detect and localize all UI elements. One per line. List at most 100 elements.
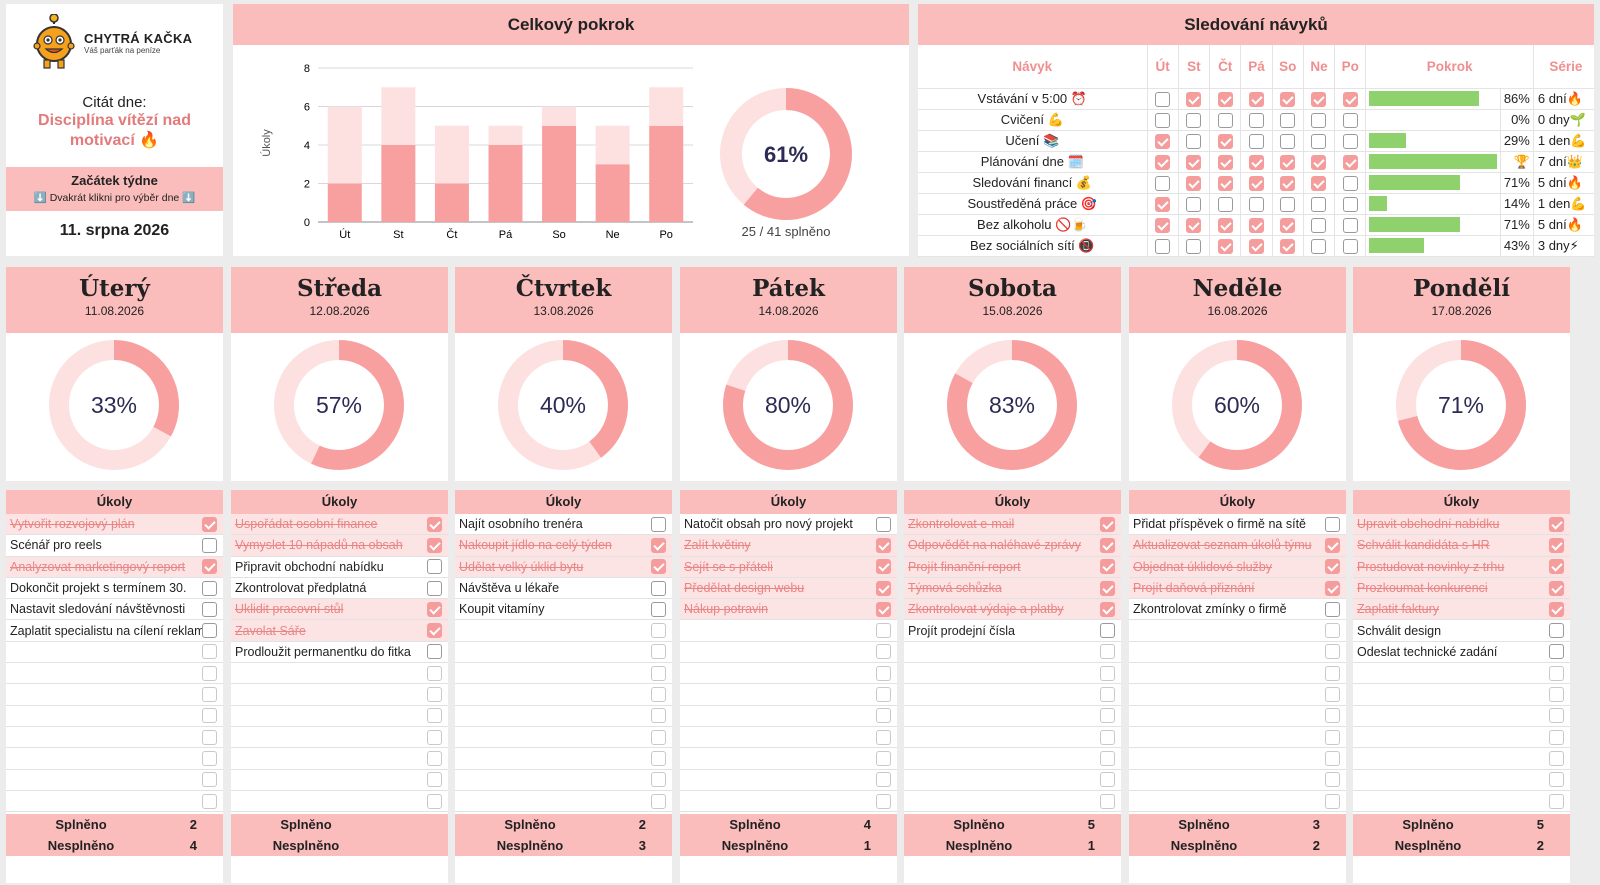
task-row-empty[interactable] xyxy=(904,663,1121,685)
task-row[interactable]: Zkontrolovat předplatná xyxy=(231,578,448,600)
habit-checkbox[interactable] xyxy=(1217,238,1233,254)
week-start-date[interactable]: 11. srpna 2026 xyxy=(59,222,170,239)
task-checkbox[interactable] xyxy=(202,516,217,532)
task-text[interactable]: Nastavit sledování návštěvnosti xyxy=(10,602,186,617)
habit-checkbox[interactable] xyxy=(1248,91,1264,107)
task-checkbox[interactable] xyxy=(202,750,217,766)
task-checkbox[interactable] xyxy=(427,580,442,596)
task-checkbox[interactable] xyxy=(651,623,666,639)
habit-checkbox[interactable] xyxy=(1186,112,1202,128)
task-checkbox[interactable] xyxy=(1549,729,1564,745)
task-text[interactable]: Připravit obchodní nabídku xyxy=(235,559,384,574)
task-checkbox[interactable] xyxy=(1100,516,1115,532)
task-row-empty[interactable] xyxy=(1353,791,1570,813)
task-checkbox[interactable] xyxy=(876,708,891,724)
task-row-empty[interactable] xyxy=(455,727,672,749)
task-row-empty[interactable] xyxy=(231,684,448,706)
task-row[interactable]: Zaplatit specialistu na cílení reklamy xyxy=(6,620,223,642)
task-row-empty[interactable] xyxy=(1129,791,1346,813)
task-checkbox[interactable] xyxy=(651,772,666,788)
task-text[interactable]: Zkontrolovat zmínky o firmě xyxy=(1133,602,1287,617)
task-checkbox[interactable] xyxy=(427,623,442,639)
task-checkbox[interactable] xyxy=(651,537,666,553)
task-row[interactable]: Prodloužit permanentku do fitka xyxy=(231,642,448,664)
task-checkbox[interactable] xyxy=(1100,687,1115,703)
task-row[interactable]: Zkontrolovat výdaje a platby xyxy=(904,599,1121,621)
task-row[interactable]: Upravit obchodní nabídku xyxy=(1353,514,1570,536)
task-row-empty[interactable] xyxy=(6,770,223,791)
task-row[interactable]: Projít prodejní čísla xyxy=(904,620,1121,642)
task-row-empty[interactable] xyxy=(6,706,223,727)
task-row-empty[interactable] xyxy=(1129,663,1346,685)
task-row[interactable]: Prozkoumat konkurenci xyxy=(1353,577,1570,600)
task-checkbox[interactable] xyxy=(1549,644,1564,660)
task-checkbox[interactable] xyxy=(1325,559,1340,575)
habit-checkbox[interactable] xyxy=(1186,196,1202,212)
task-checkbox[interactable] xyxy=(427,793,442,809)
task-row[interactable]: Objednat úklidové služby xyxy=(1129,556,1346,578)
task-text[interactable]: Upravit obchodní nabídku xyxy=(1357,517,1500,532)
habit-checkbox[interactable] xyxy=(1155,196,1171,212)
task-row-empty[interactable] xyxy=(231,791,448,813)
task-checkbox[interactable] xyxy=(427,729,442,745)
habit-checkbox[interactable] xyxy=(1311,196,1327,212)
habit-checkbox[interactable] xyxy=(1217,133,1233,149)
task-checkbox[interactable] xyxy=(1100,665,1115,681)
task-text[interactable]: Prodloužit permanentku do fitka xyxy=(235,644,411,659)
task-checkbox[interactable] xyxy=(427,644,442,660)
task-row-empty[interactable] xyxy=(231,727,448,749)
task-text[interactable]: Objednat úklidové služby xyxy=(1133,559,1272,574)
task-checkbox[interactable] xyxy=(1100,644,1115,660)
task-row-empty[interactable] xyxy=(1129,684,1346,706)
habit-checkbox[interactable] xyxy=(1311,238,1327,254)
task-checkbox[interactable] xyxy=(1100,750,1115,766)
habit-checkbox[interactable] xyxy=(1342,238,1358,254)
task-checkbox[interactable] xyxy=(876,580,891,596)
task-row-empty[interactable] xyxy=(680,642,897,664)
task-row[interactable]: Analyzovat marketingový report xyxy=(6,556,223,578)
task-checkbox[interactable] xyxy=(427,601,442,617)
task-row-empty[interactable] xyxy=(1129,727,1346,749)
task-text[interactable]: Nákup potravin xyxy=(684,602,769,617)
task-row-empty[interactable] xyxy=(455,620,672,642)
task-checkbox[interactable] xyxy=(1325,772,1340,788)
task-checkbox[interactable] xyxy=(876,644,891,660)
task-row-empty[interactable] xyxy=(904,727,1121,749)
task-row-empty[interactable] xyxy=(904,642,1121,664)
task-checkbox[interactable] xyxy=(1325,623,1340,639)
task-checkbox[interactable] xyxy=(1100,729,1115,745)
task-row-empty[interactable] xyxy=(680,748,897,770)
task-row[interactable]: Koupit vitamíny xyxy=(455,599,672,621)
task-row-empty[interactable] xyxy=(680,663,897,685)
task-row[interactable]: Schválit kandidáta s HR xyxy=(1353,535,1570,557)
task-checkbox[interactable] xyxy=(1325,793,1340,809)
task-checkbox[interactable] xyxy=(876,750,891,766)
task-checkbox[interactable] xyxy=(202,623,217,639)
habit-checkbox[interactable] xyxy=(1155,91,1171,107)
task-text[interactable]: Schválit design xyxy=(1357,623,1442,638)
task-checkbox[interactable] xyxy=(202,772,217,788)
task-text[interactable]: Aktualizovat seznam úkolů týmu xyxy=(1133,538,1312,553)
task-checkbox[interactable] xyxy=(1325,665,1340,681)
task-row-empty[interactable] xyxy=(904,770,1121,791)
task-checkbox[interactable] xyxy=(1100,623,1115,639)
task-checkbox[interactable] xyxy=(1549,559,1564,575)
task-row[interactable]: Prostudovat novinky z trhu xyxy=(1353,556,1570,578)
task-checkbox[interactable] xyxy=(876,537,891,553)
habit-checkbox[interactable] xyxy=(1155,154,1171,170)
habit-checkbox[interactable] xyxy=(1280,154,1296,170)
habit-checkbox[interactable] xyxy=(1311,154,1327,170)
habit-checkbox[interactable] xyxy=(1248,196,1264,212)
task-row-empty[interactable] xyxy=(1129,642,1346,664)
task-checkbox[interactable] xyxy=(1549,580,1564,596)
task-row[interactable]: Odeslat technické zadání xyxy=(1353,642,1570,664)
task-checkbox[interactable] xyxy=(1100,793,1115,809)
habit-checkbox[interactable] xyxy=(1342,217,1358,233)
task-checkbox[interactable] xyxy=(427,750,442,766)
task-checkbox[interactable] xyxy=(1325,644,1340,660)
task-checkbox[interactable] xyxy=(876,665,891,681)
task-row[interactable]: Schválit design xyxy=(1353,620,1570,642)
task-checkbox[interactable] xyxy=(1549,516,1564,532)
task-checkbox[interactable] xyxy=(427,516,442,532)
task-checkbox[interactable] xyxy=(202,601,217,617)
